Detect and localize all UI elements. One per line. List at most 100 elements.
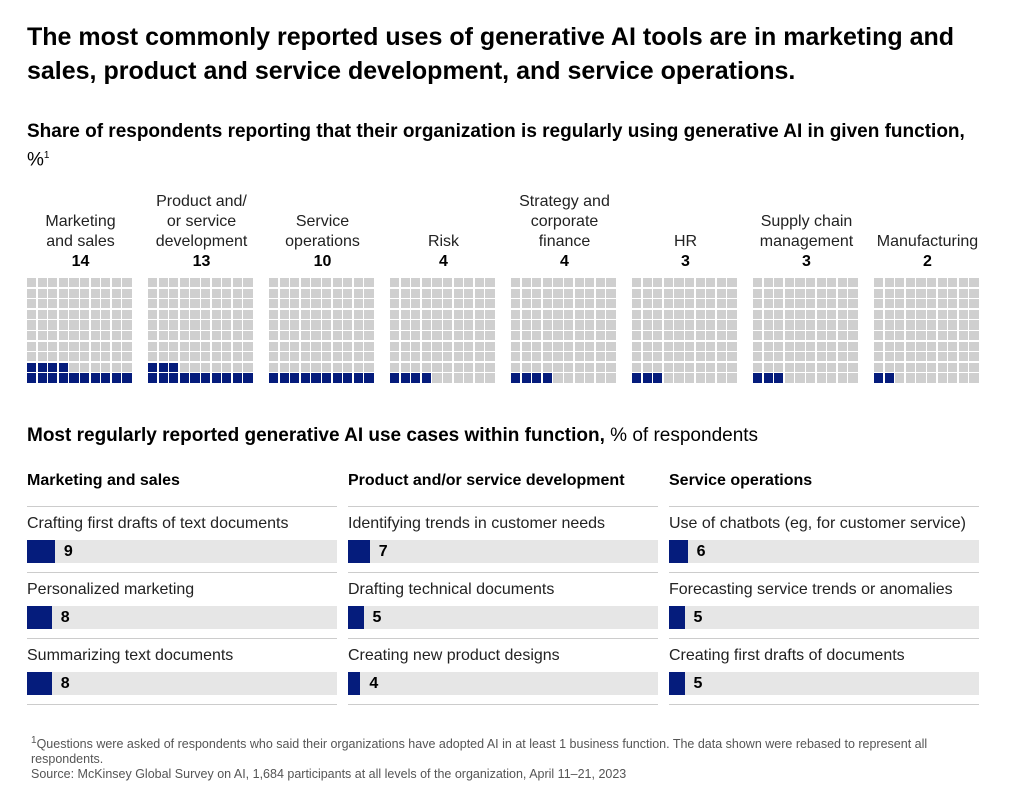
use-case-label: Identifying trends in customer needs bbox=[348, 515, 606, 532]
waffle-cell-empty bbox=[390, 288, 400, 298]
waffle-cell-empty bbox=[632, 309, 642, 320]
waffle-cell-empty bbox=[37, 278, 47, 288]
waffle-cell-empty bbox=[574, 320, 584, 330]
waffle-label-line: Manufacturing bbox=[876, 233, 979, 250]
waffle-cell-empty bbox=[563, 299, 574, 309]
waffle-cell-empty bbox=[511, 299, 521, 309]
waffle-cell-empty bbox=[190, 309, 200, 320]
waffle-cell-empty bbox=[937, 309, 947, 320]
waffle-cell-empty bbox=[269, 288, 279, 298]
waffle-cell-empty bbox=[695, 309, 705, 320]
waffle-cell-empty bbox=[848, 278, 858, 288]
waffle-cell-empty bbox=[442, 330, 453, 341]
waffle-cell-empty bbox=[753, 352, 763, 362]
waffle-cell-empty bbox=[663, 320, 674, 330]
use-case-item: Summarizing text documents 8 bbox=[27, 639, 337, 705]
waffle-cell-empty bbox=[58, 278, 69, 288]
waffle-cell-empty bbox=[585, 373, 595, 383]
waffle-cell-empty bbox=[421, 352, 432, 362]
waffle-cell-empty bbox=[69, 330, 79, 341]
waffle-cell-empty bbox=[311, 278, 321, 288]
waffle-cell-filled bbox=[390, 373, 400, 383]
waffle-cell-empty bbox=[211, 299, 221, 309]
waffle-cell-empty bbox=[816, 309, 826, 320]
waffle-cell-empty bbox=[553, 288, 563, 298]
waffle-cell-empty bbox=[674, 352, 684, 362]
waffle-cell-empty bbox=[453, 362, 463, 373]
waffle-cell-empty bbox=[684, 362, 695, 373]
use-case-item: Identifying trends in customer needs 7 bbox=[348, 507, 658, 573]
waffle-cell-filled bbox=[200, 373, 211, 383]
waffle-cell-empty bbox=[111, 341, 122, 351]
waffle-cell-empty bbox=[311, 288, 321, 298]
waffle-cell-empty bbox=[343, 288, 353, 298]
waffle-value: 2 bbox=[923, 253, 932, 270]
waffle-cell-empty bbox=[916, 320, 926, 330]
waffle-cell-empty bbox=[321, 278, 332, 288]
waffle-cell-empty bbox=[895, 362, 905, 373]
waffle-cell-empty bbox=[222, 320, 232, 330]
waffle-cell-empty bbox=[69, 341, 79, 351]
waffle-cell-empty bbox=[190, 330, 200, 341]
waffle-cell-empty bbox=[837, 299, 848, 309]
waffle-cell-empty bbox=[364, 352, 374, 362]
waffle-cell-filled bbox=[232, 373, 243, 383]
waffle-cell-empty bbox=[784, 320, 795, 330]
waffle-cell-empty bbox=[563, 309, 574, 320]
waffle-cell-empty bbox=[279, 299, 289, 309]
waffle-cell-empty bbox=[585, 278, 595, 288]
waffle-cell-empty bbox=[837, 362, 848, 373]
waffle-cell-empty bbox=[332, 362, 342, 373]
waffle-cell-empty bbox=[695, 373, 705, 383]
waffle-cell-empty bbox=[948, 341, 958, 351]
waffle-label: Marketing and sales bbox=[27, 186, 134, 252]
waffle-cell-empty bbox=[200, 299, 211, 309]
waffle-cell-empty bbox=[122, 278, 132, 288]
waffle-cell-empty bbox=[895, 373, 905, 383]
waffle-cell-empty bbox=[805, 320, 816, 330]
waffle-cell-empty bbox=[390, 362, 400, 373]
waffle-cell-empty bbox=[27, 309, 37, 320]
waffle-cell-empty bbox=[532, 309, 542, 320]
waffle-cell-empty bbox=[58, 341, 69, 351]
footnote: 1Questions were asked of respondents who… bbox=[31, 733, 931, 782]
waffle-cell-empty bbox=[400, 288, 410, 298]
waffle-cell-empty bbox=[753, 288, 763, 298]
waffle-cell-empty bbox=[332, 330, 342, 341]
waffle-cell-empty bbox=[895, 341, 905, 351]
waffle-cell-empty bbox=[774, 299, 784, 309]
waffle-cell-empty bbox=[895, 309, 905, 320]
waffle-label-line: management bbox=[759, 233, 854, 250]
waffle-8: Manufacturing 2 bbox=[874, 186, 981, 383]
waffle-cell-empty bbox=[774, 330, 784, 341]
use-case-label: Creating new product designs bbox=[348, 647, 560, 664]
waffle-cell-empty bbox=[553, 362, 563, 373]
waffle-cell-empty bbox=[243, 352, 253, 362]
waffle-cell-empty bbox=[343, 330, 353, 341]
waffle-cell-empty bbox=[432, 320, 442, 330]
waffle-cell-empty bbox=[795, 299, 805, 309]
waffle-cell-empty bbox=[827, 330, 837, 341]
waffle-cell-empty bbox=[485, 288, 495, 298]
waffle-cell-empty bbox=[453, 352, 463, 362]
waffle-cell-empty bbox=[232, 278, 243, 288]
waffle-cell-filled bbox=[27, 362, 37, 373]
waffle-cell-empty bbox=[805, 373, 816, 383]
waffle-cell-filled bbox=[158, 362, 168, 373]
waffle-cell-empty bbox=[148, 288, 158, 298]
waffle-cell-empty bbox=[474, 288, 485, 298]
waffle-cell-empty bbox=[179, 352, 190, 362]
bar-value: 9 bbox=[63, 542, 73, 560]
waffle-cell-empty bbox=[816, 320, 826, 330]
waffle-cell-empty bbox=[232, 330, 243, 341]
waffle-cell-empty bbox=[211, 288, 221, 298]
waffle-cell-empty bbox=[695, 288, 705, 298]
waffle-cell-empty bbox=[574, 299, 584, 309]
waffle-cell-empty bbox=[390, 320, 400, 330]
waffle-cell-empty bbox=[684, 299, 695, 309]
waffle-cell-empty bbox=[390, 278, 400, 288]
waffle-cell-empty bbox=[190, 278, 200, 288]
waffle-cell-empty bbox=[663, 299, 674, 309]
waffle-cell-empty bbox=[969, 362, 979, 373]
waffle-cell-empty bbox=[300, 362, 311, 373]
